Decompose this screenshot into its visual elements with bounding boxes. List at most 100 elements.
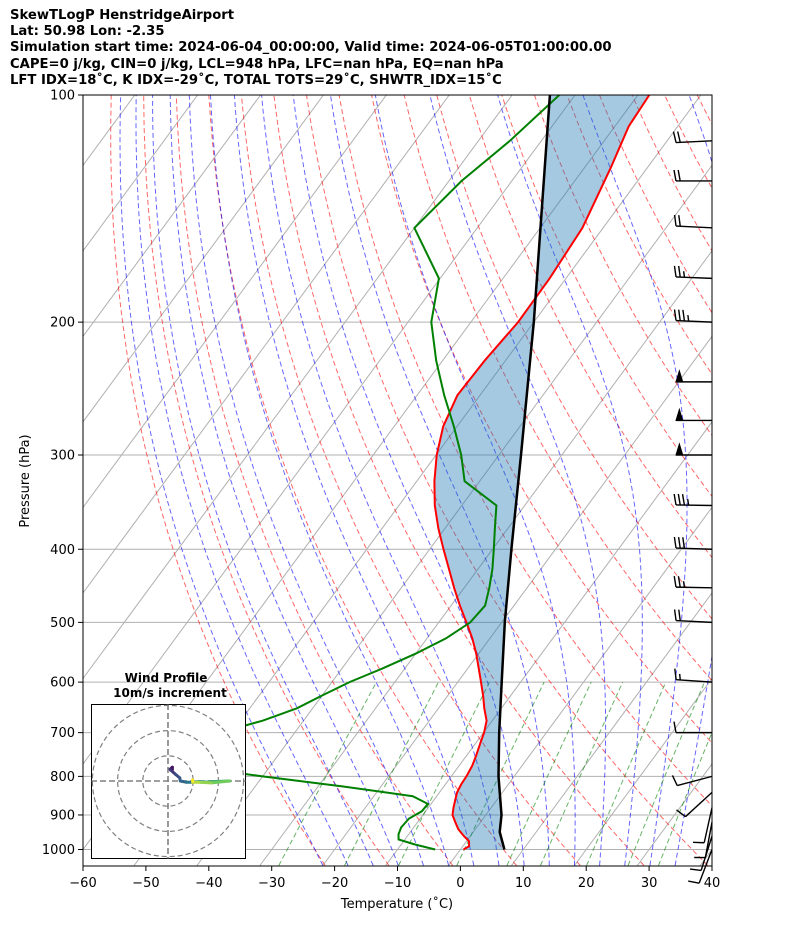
barb-full: [672, 131, 677, 143]
y-tick-label: 400: [50, 543, 75, 558]
wind-barb: [673, 536, 713, 550]
dry-adiabat: [599, 95, 712, 314]
isotherm-gridline: [196, 164, 712, 866]
dry-adiabat: [730, 95, 794, 866]
isotherm-gridline: [0, 95, 72, 865]
barb-staff: [676, 225, 713, 229]
x-tick-label: 40: [704, 876, 721, 891]
hodograph-segment: [197, 780, 213, 785]
mixing-ratio-line: [658, 731, 712, 866]
barb-full: [673, 493, 677, 506]
y-tick-label: 500: [50, 616, 75, 631]
dewpoint-profile: [162, 95, 560, 851]
barb-staff: [704, 822, 713, 858]
mixing-ratio-line: [540, 681, 624, 866]
barb-full: [677, 265, 681, 278]
barb-full: [677, 131, 681, 143]
barb-staff: [676, 276, 713, 280]
mixing-ratio-line: [627, 681, 705, 866]
hodograph-inset: Wind Profile 10m/s increment: [91, 671, 246, 859]
dry-adiabats: [110, 95, 794, 866]
wind-barb: [675, 442, 712, 456]
barb-staff: [675, 547, 713, 550]
barb-full: [677, 537, 681, 549]
mixing-ratio-line: [278, 681, 377, 866]
wind-barb: [673, 169, 712, 182]
barb-full: [673, 721, 677, 733]
profiles: [162, 95, 651, 851]
x-tick-label: −60: [69, 876, 96, 891]
isotherm-gridline: [385, 421, 712, 866]
barb-half: [686, 499, 690, 506]
dry-adiabat: [306, 95, 709, 866]
mixing-ratio-lines: [278, 681, 712, 866]
mixing-ratio-line: [506, 681, 592, 866]
barb-full: [678, 609, 681, 621]
isotherm-gridline: [83, 95, 387, 509]
dry-adiabat: [664, 95, 712, 190]
axis-ticks: −60 −50 −40 −30 −20 −10 0 10 20 30 40 100 200 300 400 5…: [42, 89, 720, 892]
y-tick-label: 800: [50, 770, 75, 785]
barb-staff: [677, 775, 713, 787]
barb-full: [673, 536, 677, 549]
isotherm-gridline: [322, 335, 712, 866]
wind-barb: [694, 822, 713, 859]
moist-adiabats: [119, 95, 712, 866]
isotherm-gridline: [763, 95, 794, 865]
moist-adiabat: [429, 95, 607, 866]
dry-adiabat: [762, 95, 794, 866]
barb-full: [673, 309, 677, 321]
dry-adiabat: [240, 95, 581, 866]
moist-adiabat: [135, 95, 349, 866]
station-title: SkewTLogP HenstridgeAirport: [10, 8, 235, 23]
barb-full: [682, 309, 686, 322]
stability-indices-2: LFT IDX=18˚C, K IDX=-29˚C, TOTAL TOTS=29…: [10, 72, 502, 88]
barb-staff: [676, 679, 713, 683]
wind-barb: [673, 309, 713, 323]
barb-staff: [675, 504, 713, 507]
barb-full: [678, 215, 681, 227]
barb-full: [673, 214, 677, 227]
isotherm-gridline: [83, 95, 450, 594]
moist-adiabat: [330, 95, 550, 866]
barb-half: [682, 271, 686, 278]
hodograph-segment: [209, 779, 232, 785]
moist-adiabat: [210, 95, 450, 866]
barb-full: [677, 169, 681, 182]
barb-full: [673, 609, 677, 621]
hodograph-subtitle: 10m/s increment: [113, 686, 227, 700]
x-axis-label: Temperature (˚C): [340, 896, 453, 912]
dry-adiabat: [371, 95, 712, 744]
y-tick-label: 900: [50, 808, 75, 823]
barb-full: [677, 493, 681, 506]
wind-barb: [673, 575, 713, 589]
y-tick-label: 700: [50, 726, 75, 741]
isotherm-gridline: [83, 95, 324, 423]
barb-full: [673, 169, 677, 182]
y-tick-label: 1000: [42, 843, 75, 858]
wind-barb: [674, 668, 713, 683]
chart-header: SkewTLogP HenstridgeAirport Lat: 50.98 L…: [10, 8, 612, 89]
wind-barb: [673, 609, 713, 624]
wind-barb: [673, 214, 713, 229]
moist-adiabat: [233, 95, 475, 866]
wind-barb: [671, 775, 713, 787]
simulation-times: Simulation start time: 2024-06-04_00:00:…: [10, 40, 612, 56]
dry-adiabat: [468, 95, 712, 559]
barb-pennant: [675, 407, 684, 421]
barb-pennant: [675, 442, 684, 456]
x-tick-label: 20: [578, 876, 595, 891]
barb-full: [681, 493, 686, 506]
barb-half: [678, 673, 681, 681]
barb-half: [682, 581, 686, 588]
mixing-ratio-line: [586, 681, 667, 866]
barb-full: [674, 668, 677, 680]
wind-barb: [673, 721, 712, 734]
barb-full: [671, 775, 678, 786]
dry-adiabat: [436, 95, 712, 620]
cin-area: [434, 95, 650, 850]
moist-adiabat: [152, 95, 374, 866]
dry-adiabat: [501, 95, 712, 498]
x-tick-label: −30: [258, 876, 285, 891]
